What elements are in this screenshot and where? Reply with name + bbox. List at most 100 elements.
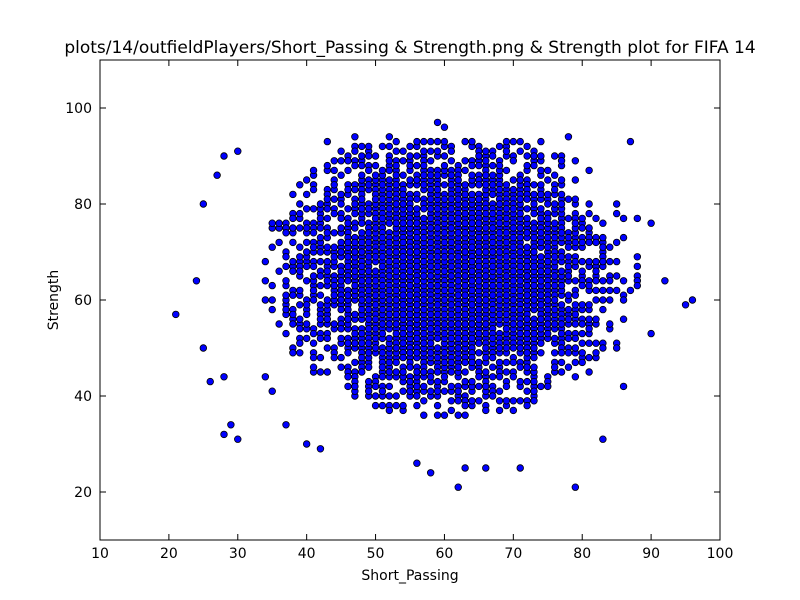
- scatter-point: [392, 286, 400, 295]
- scatter-point: [468, 190, 476, 199]
- scatter-point: [364, 377, 373, 386]
- scatter-point: [626, 137, 635, 146]
- scatter-point: [468, 257, 476, 266]
- scatter-point: [495, 142, 504, 151]
- scatter-point: [344, 185, 352, 194]
- scatter-point: [399, 353, 407, 362]
- scatter-point: [502, 205, 511, 213]
- scatter-point: [296, 349, 304, 357]
- scatter-point: [385, 406, 394, 415]
- scatter-point: [468, 334, 476, 343]
- scatter-point: [296, 325, 304, 333]
- scatter-point: [544, 233, 552, 242]
- scatter-point: [523, 363, 531, 371]
- scatter-point: [530, 152, 538, 160]
- scatter-point: [282, 329, 290, 338]
- scatter-point: [612, 200, 621, 208]
- scatter-point: [433, 377, 442, 386]
- scatter-point: [495, 296, 504, 304]
- scatter-point: [454, 229, 462, 237]
- scatter-point: [592, 277, 600, 285]
- scatter-point: [447, 253, 456, 261]
- scatter-point: [371, 171, 380, 179]
- scatter-point: [509, 305, 518, 314]
- scatter-point: [282, 277, 290, 285]
- scatter-point: [468, 171, 476, 179]
- scatter-point: [296, 253, 304, 261]
- scatter-point: [523, 349, 531, 357]
- scatter-point: [537, 301, 545, 309]
- scatter-point: [385, 157, 394, 165]
- x-tick-label: 90: [642, 546, 660, 562]
- scatter-point: [530, 353, 538, 362]
- scatter-point: [585, 315, 593, 323]
- scatter-point: [309, 353, 318, 362]
- scatter-point: [592, 214, 600, 223]
- scatter-point: [351, 339, 359, 347]
- scatter-point: [399, 339, 407, 347]
- scatter-point: [344, 315, 352, 323]
- scatter-point: [523, 161, 531, 170]
- scatter-point: [344, 205, 352, 213]
- scatter-point: [606, 286, 614, 295]
- scatter-point: [454, 397, 462, 405]
- scatter-point: [378, 401, 387, 410]
- scatter-point: [557, 229, 566, 237]
- scatter-point: [681, 301, 690, 309]
- scatter-point: [351, 248, 359, 256]
- scatter-point: [392, 296, 400, 304]
- scatter-point: [585, 281, 593, 290]
- scatter-point: [578, 224, 586, 232]
- scatter-point: [502, 253, 511, 261]
- scatter-point: [523, 291, 531, 299]
- scatter-point: [413, 233, 421, 242]
- scatter-point: [530, 329, 538, 338]
- scatter-point: [488, 161, 497, 170]
- scatter-point: [633, 281, 642, 290]
- scatter-point: [296, 267, 304, 275]
- scatter-point: [399, 253, 407, 261]
- scatter-point: [592, 257, 600, 266]
- scatter-point: [599, 219, 607, 227]
- scatter-point: [619, 233, 628, 242]
- y-tick-label: 60: [74, 293, 92, 309]
- scatter-point: [502, 358, 511, 367]
- scatter-point: [585, 209, 593, 218]
- scatter-point: [413, 137, 421, 146]
- scatter-point: [420, 161, 428, 170]
- scatter-point: [406, 176, 414, 184]
- scatter-point: [578, 214, 586, 223]
- scatter-point: [351, 329, 359, 338]
- scatter-point: [351, 224, 359, 232]
- scatter-point: [564, 291, 573, 299]
- scatter-point: [426, 224, 435, 232]
- scatter-point: [309, 363, 318, 371]
- scatter-point: [557, 358, 566, 367]
- scatter-point: [578, 349, 586, 357]
- scatter-point: [447, 238, 456, 247]
- scatter-point: [530, 281, 538, 290]
- scatter-point: [509, 224, 518, 232]
- scatter-point: [461, 272, 469, 280]
- scatter-point: [385, 248, 394, 256]
- x-tick-label: 50: [367, 546, 385, 562]
- scatter-point: [440, 161, 449, 170]
- scatter-point: [323, 267, 332, 275]
- scatter-point: [599, 296, 607, 304]
- scatter-point: [364, 152, 373, 160]
- scatter-point: [475, 195, 483, 203]
- scatter-point: [495, 219, 504, 227]
- scatter-point: [296, 286, 304, 295]
- scatter-point: [392, 147, 400, 155]
- scatter-point: [633, 262, 642, 271]
- scatter-point: [337, 200, 345, 208]
- scatter-point: [330, 291, 338, 299]
- scatter-point: [289, 310, 297, 319]
- x-axis-title: Short_Passing: [361, 568, 458, 584]
- scatter-point: [482, 353, 490, 362]
- scatter-point: [495, 406, 504, 415]
- scatter-point: [461, 334, 469, 343]
- scatter-point: [564, 262, 573, 271]
- scatter-point: [433, 334, 442, 343]
- scatter-point: [378, 291, 387, 299]
